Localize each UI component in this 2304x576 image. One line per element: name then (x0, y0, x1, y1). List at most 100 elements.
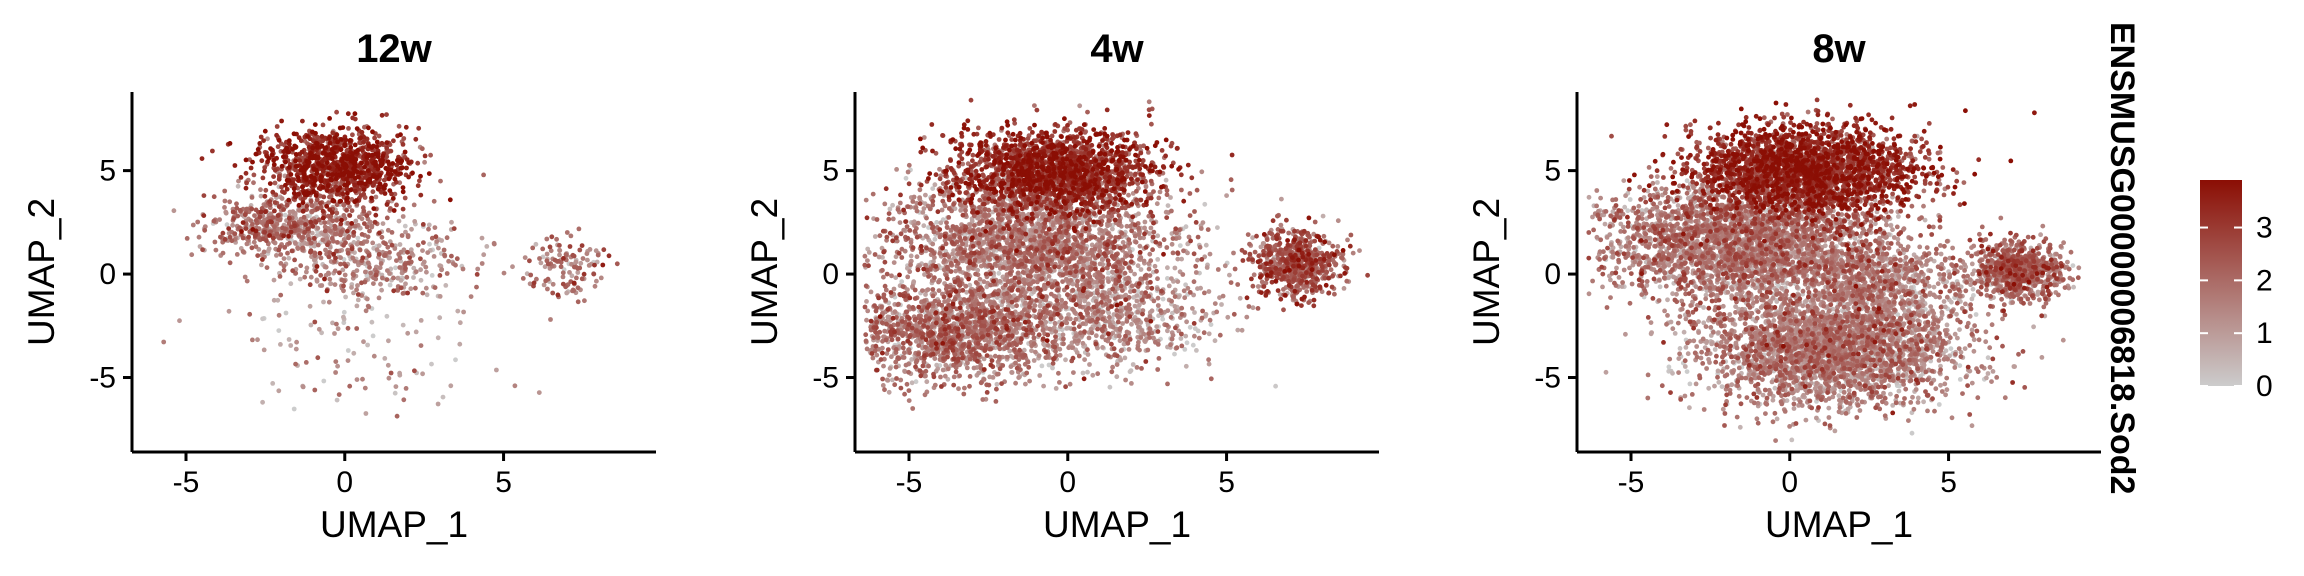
data-point (259, 262, 264, 268)
data-point (614, 261, 620, 267)
data-point (354, 303, 360, 309)
data-point (286, 337, 292, 342)
data-point (1060, 332, 1066, 338)
data-point (332, 223, 338, 229)
data-point (315, 355, 321, 361)
data-point (311, 189, 317, 194)
data-point (310, 129, 315, 135)
data-point (967, 282, 973, 288)
data-point (940, 367, 946, 373)
data-point (314, 141, 320, 146)
data-point (396, 123, 402, 129)
data-point (448, 383, 454, 389)
data-point (1182, 295, 1188, 301)
data-point (446, 258, 451, 264)
data-point (413, 285, 418, 291)
data-point (376, 251, 382, 257)
data-point (238, 175, 244, 180)
data-point (243, 157, 249, 163)
data-point (1180, 272, 1186, 277)
data-point (370, 189, 376, 195)
data-point (549, 234, 555, 240)
data-point (1110, 324, 1116, 330)
data-point (370, 240, 376, 246)
data-point (347, 138, 353, 143)
data-point (345, 228, 350, 234)
data-point (287, 215, 292, 221)
data-point (299, 235, 305, 241)
data-point (264, 238, 269, 244)
data-point (967, 222, 973, 228)
data-point (1085, 352, 1091, 357)
data-point (897, 220, 903, 226)
data-point (892, 309, 898, 315)
data-point (326, 270, 331, 276)
data-point (373, 194, 379, 200)
data-point (1136, 211, 1141, 217)
data-point (925, 287, 931, 292)
data-point (240, 220, 246, 226)
data-point (271, 162, 277, 168)
data-point (575, 299, 581, 305)
data-point (368, 270, 373, 276)
data-point (1195, 257, 1200, 263)
data-point (369, 223, 375, 229)
data-point (253, 151, 259, 157)
data-point (275, 297, 281, 303)
data-point (320, 122, 326, 128)
data-point (557, 243, 562, 248)
panel-title: 12w (356, 27, 432, 71)
data-point (1135, 309, 1141, 315)
data-point (1148, 225, 1154, 231)
data-point (1047, 326, 1053, 332)
data-point (1039, 363, 1045, 369)
data-point (279, 163, 285, 169)
data-point (1341, 286, 1347, 291)
data-point (274, 124, 280, 129)
data-point (231, 216, 237, 222)
data-point (358, 170, 364, 176)
data-point (994, 381, 1000, 387)
data-point (390, 196, 396, 201)
data-point (359, 160, 364, 166)
data-point (1145, 285, 1151, 291)
data-point (406, 160, 412, 166)
data-point (1016, 375, 1022, 380)
data-point (354, 198, 359, 203)
data-point (418, 267, 423, 273)
data-point (341, 283, 346, 289)
data-point (344, 191, 350, 196)
data-point (287, 165, 292, 170)
data-point (333, 359, 339, 364)
data-point (303, 360, 309, 365)
data-point (392, 176, 398, 182)
data-point (923, 233, 929, 239)
data-point (479, 261, 485, 266)
data-point (351, 272, 356, 278)
data-point (1106, 279, 1111, 284)
data-point (330, 320, 335, 326)
data-point (872, 234, 878, 239)
data-point (865, 258, 870, 263)
data-point (220, 250, 226, 256)
data-point (351, 350, 357, 356)
data-point (1067, 381, 1073, 387)
data-point (250, 227, 256, 232)
data-point (571, 288, 577, 293)
data-point (270, 189, 276, 195)
data-point (311, 181, 317, 187)
data-point (250, 222, 255, 227)
data-point (407, 255, 412, 260)
data-point (1126, 192, 1131, 198)
data-point (889, 354, 894, 360)
data-point (547, 244, 553, 250)
data-point (1227, 272, 1232, 278)
data-point (375, 186, 381, 192)
data-point (222, 198, 228, 204)
data-point (343, 294, 348, 300)
data-point (271, 277, 277, 283)
data-point (1137, 243, 1143, 249)
data-point (262, 168, 267, 174)
data-point (345, 180, 351, 186)
data-point (272, 180, 278, 186)
